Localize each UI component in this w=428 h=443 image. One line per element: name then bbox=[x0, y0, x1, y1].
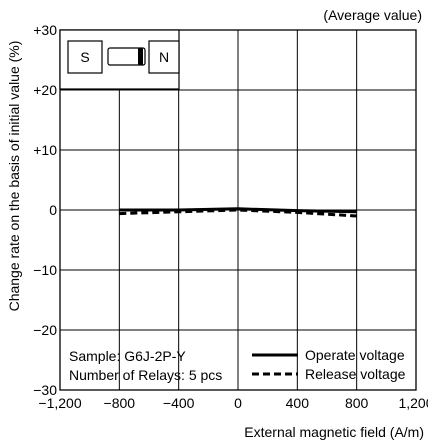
series-lines bbox=[119, 207, 357, 218]
y-tick-label: 0 bbox=[49, 202, 57, 218]
sample-annotation: Sample: G6J-2P-Y bbox=[69, 348, 186, 364]
average-value-note: (Average value) bbox=[323, 7, 422, 23]
series-line-release bbox=[119, 208, 357, 218]
relays-annotation: Number of Relays: 5 pcs bbox=[69, 367, 222, 383]
x-tick-label: −1,200 bbox=[38, 395, 81, 411]
legend-label-release: Release voltage bbox=[305, 366, 406, 382]
plot-frame bbox=[59, 29, 417, 391]
s-pole-label: S bbox=[80, 49, 89, 65]
legend-label-operate: Operate voltage bbox=[305, 347, 405, 363]
n-pole-box bbox=[148, 40, 180, 74]
x-tick-label: 1,200 bbox=[398, 395, 428, 411]
magnet-inset: S N bbox=[59, 29, 180, 90]
n-pole-label: N bbox=[159, 49, 169, 65]
x-tick-labels: −1,200 −800 −400 0 400 800 1,200 bbox=[38, 395, 428, 411]
y-tick-label: +10 bbox=[33, 142, 57, 158]
x-axis-label: External magnetic field (A/m) bbox=[244, 424, 424, 440]
s-pole-box bbox=[67, 40, 103, 74]
y-tick-label: −20 bbox=[33, 322, 57, 338]
y-axis-label: Change rate on the basis of initial valu… bbox=[6, 41, 22, 312]
y-tick-label: −10 bbox=[33, 262, 57, 278]
legend: Operate voltage Release voltage bbox=[252, 347, 406, 382]
y-tick-labels: +30 +20 +10 0 −10 −20 −30 bbox=[33, 22, 57, 398]
y-tick-label: −30 bbox=[33, 382, 57, 398]
y-tick-label: +20 bbox=[33, 82, 57, 98]
y-tick-label: +30 bbox=[33, 22, 57, 38]
grid-lines bbox=[60, 30, 416, 390]
x-tick-label: −400 bbox=[163, 395, 195, 411]
x-tick-label: 0 bbox=[234, 395, 242, 411]
x-tick-label: 800 bbox=[345, 395, 369, 411]
series-line-operate bbox=[119, 207, 357, 214]
x-tick-label: −800 bbox=[104, 395, 136, 411]
relay-icon-cap bbox=[138, 48, 143, 65]
x-tick-label: 400 bbox=[286, 395, 310, 411]
relay-icon bbox=[107, 47, 146, 66]
